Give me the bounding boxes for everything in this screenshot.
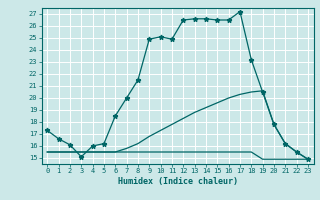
X-axis label: Humidex (Indice chaleur): Humidex (Indice chaleur) [118, 177, 237, 186]
